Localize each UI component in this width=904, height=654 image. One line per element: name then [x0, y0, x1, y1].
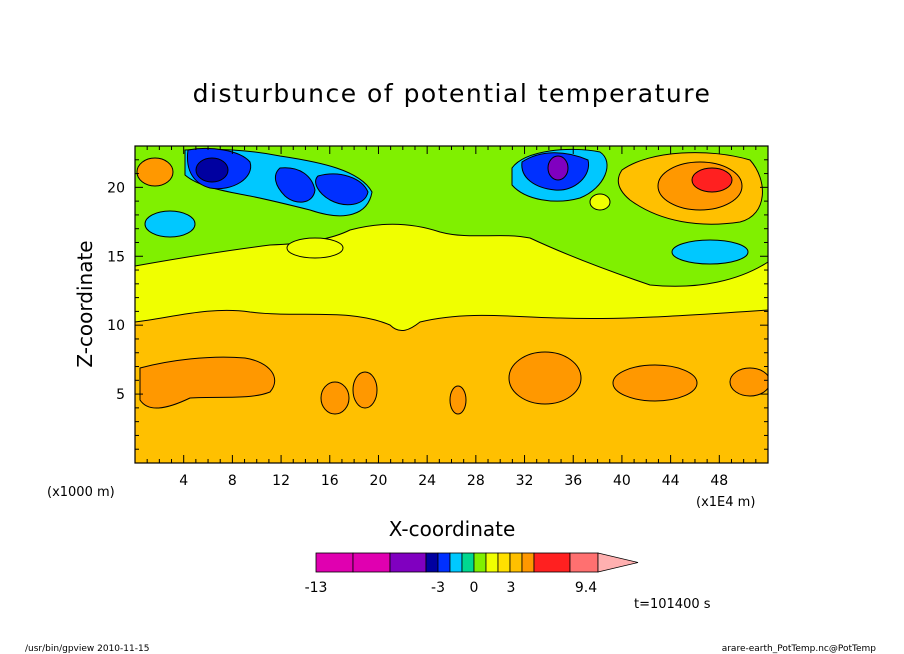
x-tick-label: 24: [418, 473, 436, 489]
colorbar-swatch: [461, 552, 475, 573]
x-tick-label: 36: [564, 473, 582, 489]
x-tick-label: 12: [272, 473, 290, 489]
colorbar-tick-label: 3: [507, 580, 516, 596]
region-lower-orange-1: [139, 356, 276, 409]
x-tick-label: 20: [370, 473, 388, 489]
y-tick-label: 10: [107, 318, 125, 334]
x-tick-label: 4: [179, 473, 188, 489]
region-lower-orange-7: [449, 385, 467, 415]
colorbar-swatch: [569, 552, 599, 573]
x-unit-right: (x1E4 m): [696, 495, 755, 510]
colorbar: [315, 552, 639, 573]
colorbar-swatch: [352, 552, 391, 573]
region-red-right: [691, 167, 733, 193]
x-axis-label: X-coordinate: [389, 517, 516, 541]
x-tick-label: 48: [710, 473, 728, 489]
colorbar-swatch: [425, 552, 439, 573]
region-lower-orange-3: [612, 364, 698, 402]
region-blue-3: [315, 173, 369, 206]
contour-plot: [135, 146, 768, 463]
colorbar-swatch: [497, 552, 511, 573]
colorbar-swatch: [315, 552, 354, 573]
colorbar-tick-label: 0: [470, 580, 479, 596]
colorbar-swatch: [437, 552, 451, 573]
x-tick-label: 32: [516, 473, 534, 489]
colorbar-swatch: [449, 552, 463, 573]
chart-title: disturbunce of potential temperature: [193, 79, 712, 108]
x-tick-label: 28: [467, 473, 485, 489]
colorbar-swatch: [485, 552, 499, 573]
footer-left: /usr/bin/gpview 2010-11-15: [25, 644, 149, 654]
region-purple-1: [547, 155, 569, 181]
region-blue-2: [274, 167, 316, 203]
region-yellow-island-2: [589, 193, 611, 211]
y-tick-label: 5: [116, 387, 125, 403]
x-tick-label: 44: [662, 473, 680, 489]
x-tick-label: 16: [321, 473, 339, 489]
region-lower-orange-6: [352, 371, 378, 409]
colorbar-tick-label: 9.4: [575, 580, 597, 596]
y-tick-label: 20: [107, 180, 125, 196]
y-axis-label: Z-coordinate: [73, 240, 97, 367]
colorbar-swatch: [389, 552, 427, 573]
x-unit-left: (x1000 m): [47, 485, 115, 500]
time-label: t=101400 s: [634, 597, 711, 612]
colorbar-arrow: [597, 552, 639, 573]
colorbar-tick-label: -3: [431, 580, 445, 596]
region-yellow-island-1: [286, 237, 344, 259]
footer-right: arare-earth_PotTemp.nc@PotTemp: [722, 644, 877, 654]
region-cyan-left: [144, 210, 196, 238]
region-lower-orange-4: [729, 367, 768, 397]
colorbar-swatch: [521, 552, 535, 573]
colorbar-swatch: [509, 552, 523, 573]
region-lower-orange-2: [508, 351, 582, 405]
x-tick-label: 8: [228, 473, 237, 489]
region-darkblue-1: [195, 157, 229, 183]
colorbar-swatch: [473, 552, 487, 573]
colorbar-tick-labels: -13 -3 0 3 9.4: [305, 580, 598, 596]
x-tick-label: 40: [613, 473, 631, 489]
region-orange-left: [136, 157, 174, 187]
colorbar-swatch: [533, 552, 571, 573]
region-lower-orange-5: [320, 381, 350, 415]
y-tick-label: 15: [107, 249, 125, 265]
colorbar-tick-label: -13: [305, 580, 328, 596]
region-cyan-right: [671, 239, 749, 265]
